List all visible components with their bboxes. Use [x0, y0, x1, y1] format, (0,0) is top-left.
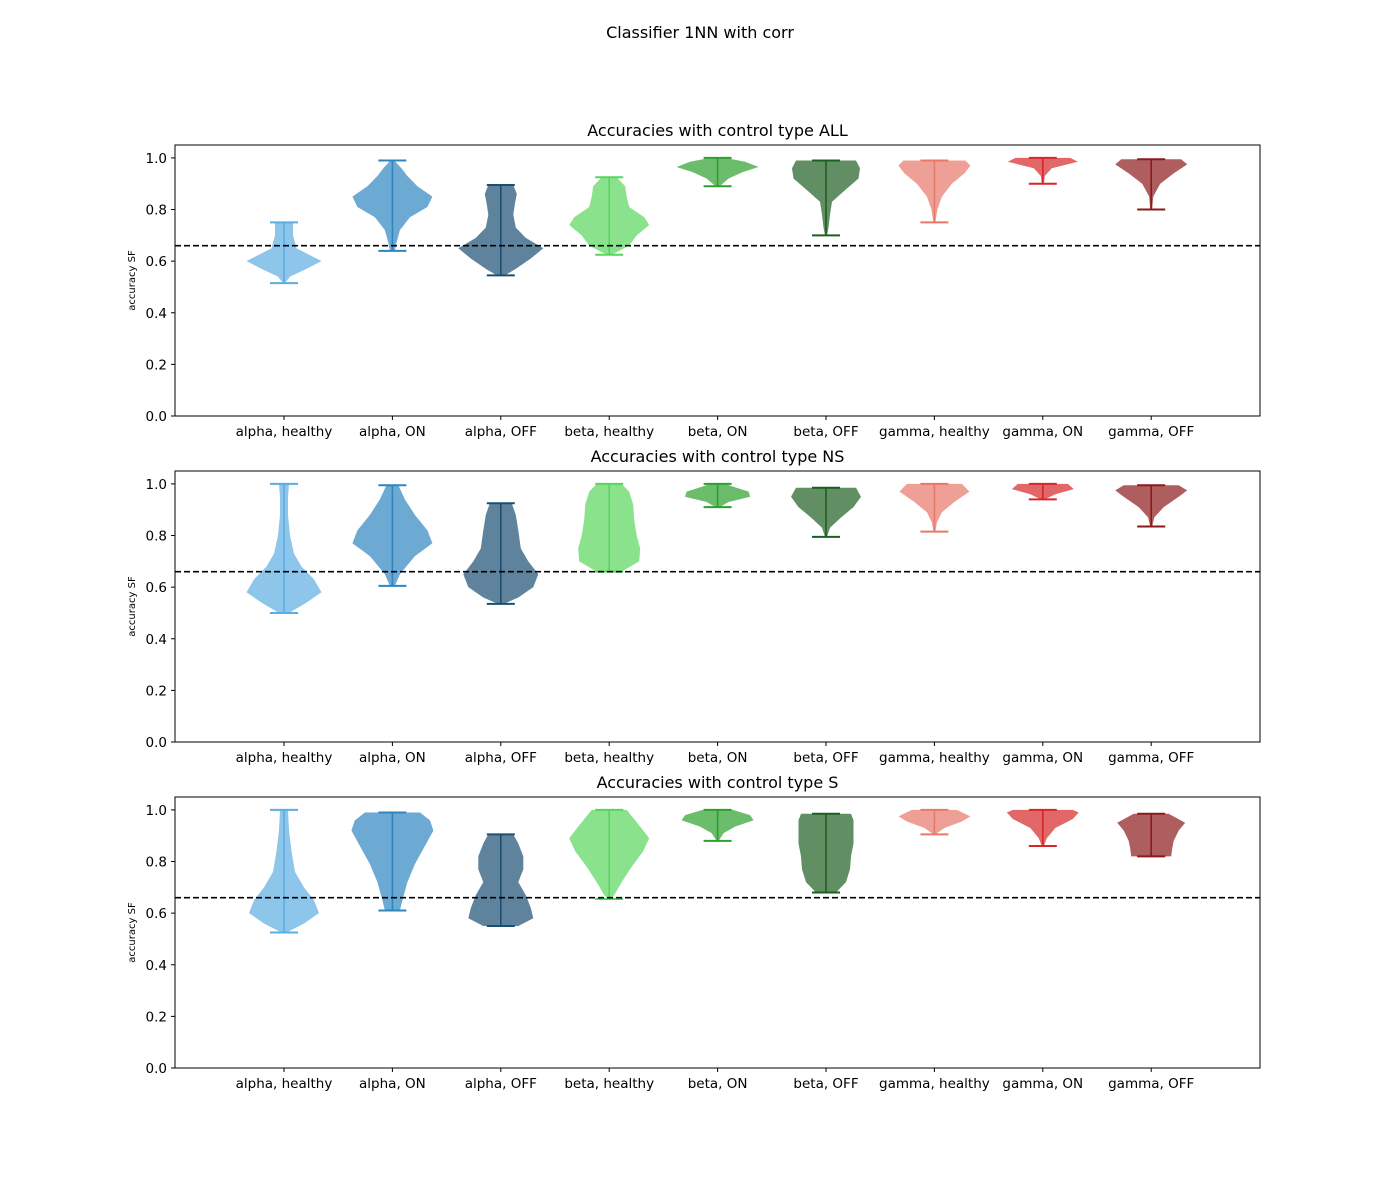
- x-tick-label: beta, healthy: [564, 1076, 654, 1092]
- y-tick-label: 1.0: [146, 803, 167, 819]
- x-tick-label: gamma, healthy: [879, 424, 990, 440]
- subplot-title: Accuracies with control type ALL: [587, 121, 848, 140]
- y-tick-label: 0.6: [146, 580, 167, 596]
- y-axis-label: accuracy SF: [127, 250, 138, 311]
- y-tick-label: 0.8: [146, 529, 167, 545]
- y-tick-label: 1.0: [146, 477, 167, 493]
- y-tick-label: 0.2: [146, 357, 167, 373]
- axes-frame: [174, 470, 1261, 743]
- y-tick-label: 0.2: [146, 1009, 167, 1025]
- y-tick-label: 0.0: [146, 735, 167, 751]
- x-tick-label: alpha, healthy: [236, 1076, 333, 1092]
- subplot-1: Accuracies with control type ALL 0.0 0.2 0.…: [127, 121, 1261, 440]
- y-tick-label: 0.8: [146, 203, 167, 219]
- x-tick-label: beta, healthy: [564, 750, 654, 766]
- x-tick-label: alpha, ON: [359, 424, 426, 440]
- x-tick-label: gamma, OFF: [1108, 750, 1194, 766]
- x-tick-label: gamma, OFF: [1108, 424, 1194, 440]
- x-tick-label: alpha, ON: [359, 1076, 426, 1092]
- x-tick-label: beta, ON: [688, 424, 748, 440]
- subplot-2: Accuracies with control type NS 0.0 0.2 0.4…: [127, 447, 1261, 766]
- x-tick-label: alpha, OFF: [465, 424, 537, 440]
- y-axis-label: accuracy SF: [127, 576, 138, 637]
- x-tick-label: gamma, OFF: [1108, 1076, 1194, 1092]
- subplot-title: Accuracies with control type S: [597, 773, 839, 792]
- x-tick-label: gamma, ON: [1002, 750, 1083, 766]
- y-tick-label: 0.4: [146, 958, 167, 974]
- x-tick-label: beta, ON: [688, 1076, 748, 1092]
- x-tick-label: beta, OFF: [793, 424, 858, 440]
- x-tick-label: gamma, ON: [1002, 424, 1083, 440]
- x-tick-label: beta, OFF: [793, 750, 858, 766]
- x-tick-label: gamma, healthy: [879, 1076, 990, 1092]
- y-tick-label: 0.6: [146, 254, 167, 270]
- x-tick-label: alpha, healthy: [236, 424, 333, 440]
- y-tick-label: 0.6: [146, 906, 167, 922]
- x-tick-label: alpha, healthy: [236, 750, 333, 766]
- subplot-title: Accuracies with control type NS: [591, 447, 845, 466]
- x-tick-label: beta, healthy: [564, 424, 654, 440]
- x-tick-label: beta, OFF: [793, 1076, 858, 1092]
- y-tick-label: 0.0: [146, 409, 167, 425]
- x-tick-label: alpha, OFF: [465, 1076, 537, 1092]
- y-tick-label: 0.2: [146, 683, 167, 699]
- subplot-3: Accuracies with control type S 0.0 0.2 0.4 0…: [127, 773, 1261, 1092]
- y-tick-label: 1.0: [146, 151, 167, 167]
- y-tick-label: 0.4: [146, 306, 167, 322]
- y-tick-label: 0.0: [146, 1061, 167, 1077]
- figure-suptitle: Classifier 1NN with corr: [606, 23, 794, 42]
- x-tick-label: gamma, healthy: [879, 750, 990, 766]
- x-tick-label: alpha, ON: [359, 750, 426, 766]
- x-tick-label: alpha, OFF: [465, 750, 537, 766]
- x-tick-label: beta, ON: [688, 750, 748, 766]
- x-tick-label: gamma, ON: [1002, 1076, 1083, 1092]
- y-tick-label: 0.8: [146, 855, 167, 871]
- y-axis-label: accuracy SF: [127, 902, 138, 963]
- y-tick-label: 0.4: [146, 632, 167, 648]
